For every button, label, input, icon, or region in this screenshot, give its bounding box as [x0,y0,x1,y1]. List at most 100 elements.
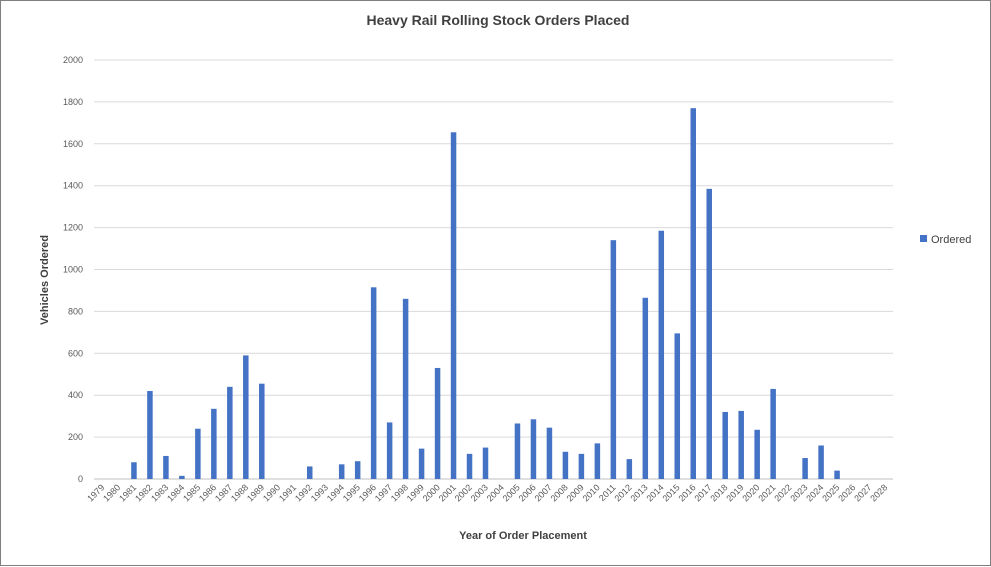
x-tick-label: 1989 [245,482,266,503]
x-tick-label: 2009 [565,482,586,503]
bar [690,108,696,479]
bar [418,448,425,479]
y-tick-label: 600 [68,348,83,358]
y-tick-label: 800 [68,306,83,316]
bar [674,333,681,479]
bar [434,367,441,479]
x-tick-label: 2014 [644,482,665,503]
x-tick-label: 1980 [101,482,122,503]
bar [594,443,601,479]
legend-swatch [920,235,927,242]
bar [562,451,569,479]
y-tick-label: 1200 [63,223,83,233]
x-tick-label: 1993 [309,482,330,503]
x-tick-label: 1991 [277,482,298,503]
bars [131,108,840,479]
x-tick-label: 2023 [788,482,809,503]
y-axis-title: Vehicles Ordered [39,235,51,325]
x-tick-label: 1996 [357,482,378,503]
bar [834,470,840,479]
bar [227,386,233,479]
x-tick-label: 2022 [772,482,793,503]
x-tick-label: 2028 [868,482,889,503]
y-tick-label: 400 [68,390,83,400]
x-tick-label: 2007 [533,482,554,503]
x-tick-label: 1988 [229,482,250,503]
y-axis-ticks: 0 200 400 600 800 1000 1200 1400 1600 1800 2000 [63,55,83,484]
bar [514,423,521,479]
x-tick-label: 2015 [660,482,681,503]
x-tick-label: 2000 [421,482,442,503]
x-tick-label: 1995 [341,482,362,503]
x-tick-label: 2026 [836,482,857,503]
x-tick-label: 2017 [692,482,713,503]
x-tick-label: 1997 [373,482,394,503]
legend: Ordered [920,234,971,246]
y-tick-label: 1800 [63,97,83,107]
y-tick-label: 1400 [63,181,83,191]
x-tick-label: 1999 [405,482,426,503]
bar [354,461,361,479]
x-tick-label: 2004 [485,482,506,503]
bar [802,458,808,479]
y-tick-label: 200 [68,432,83,442]
x-tick-label: 1998 [389,482,410,503]
bar [722,411,728,479]
bar [738,410,744,479]
x-tick-label: 1990 [261,482,282,503]
y-tick-label: 1000 [63,265,83,275]
y-tick-label: 1600 [63,139,83,149]
x-tick-label: 2005 [501,482,522,503]
y-tick-label: 0 [78,474,83,484]
bar [179,475,185,479]
chart-title: Heavy Rail Rolling Stock Orders Placed [367,12,630,28]
legend-label: Ordered [931,234,971,246]
bar [370,287,377,479]
x-tick-label: 1987 [213,482,234,503]
x-tick-label: 2018 [708,482,729,503]
x-tick-label: 1992 [293,482,314,503]
bar [338,464,345,479]
x-tick-label: 1982 [133,482,154,503]
bar [546,427,553,479]
bar [754,429,760,479]
bar [402,298,409,479]
bar [163,455,169,479]
x-tick-label: 2020 [740,482,761,503]
x-tick-label: 2008 [549,482,570,503]
x-tick-label: 2025 [820,482,841,503]
x-tick-label: 2010 [581,482,602,503]
bar [466,453,473,479]
x-tick-label: 1979 [85,482,106,503]
bar [306,466,313,479]
x-axis-title: Year of Order Placement [459,530,587,542]
x-tick-label: 1985 [181,482,202,503]
x-tick-label: 2016 [676,482,697,503]
x-tick-label: 2002 [453,482,474,503]
bar [626,459,633,479]
x-tick-label: 1994 [325,482,346,503]
x-tick-label: 1984 [165,482,186,503]
x-tick-label: 2024 [804,482,825,503]
bar [610,240,617,479]
bar [386,422,393,479]
x-tick-label: 2027 [852,482,873,503]
bar [706,188,712,479]
y-tick-label: 2000 [63,55,83,65]
x-tick-label: 2006 [517,482,538,503]
bar [131,462,137,479]
bar [818,445,824,479]
bar [482,447,489,479]
x-tick-label: 2013 [628,482,649,503]
bar [658,230,665,479]
bar [243,355,249,479]
x-tick-label: 2012 [613,482,634,503]
x-tick-label: 2001 [437,482,458,503]
bar [147,391,153,479]
bar [450,132,457,479]
bar [530,419,537,479]
x-tick-label: 1986 [197,482,218,503]
bar [578,453,585,479]
